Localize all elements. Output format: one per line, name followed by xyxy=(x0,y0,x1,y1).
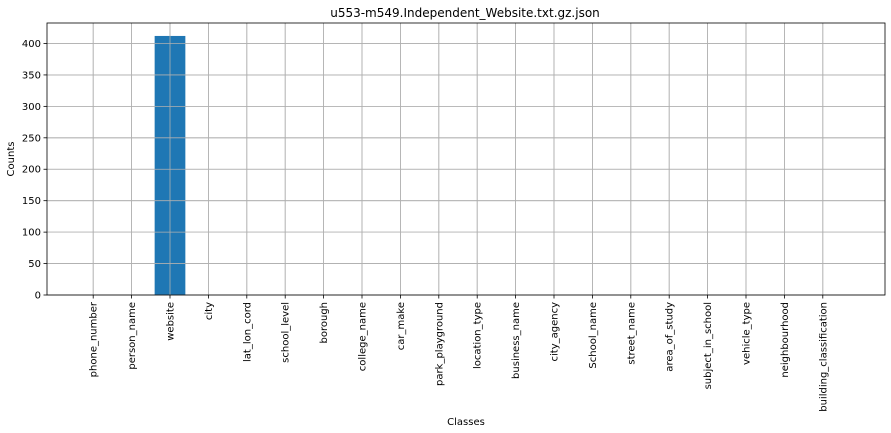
x-axis: phone_number person_name website city lat_lo… xyxy=(89,295,829,412)
x-tick-label: area_of_study xyxy=(665,302,676,372)
x-tick-label: location_type xyxy=(473,302,484,369)
x-tick-label: person_name xyxy=(127,302,138,370)
x-tick-label: subject_in_school xyxy=(703,302,714,389)
x-tick-label: car_make xyxy=(396,302,407,350)
y-tick-label: 400 xyxy=(22,39,41,50)
x-tick-label: vehicle_type xyxy=(742,302,753,365)
x-tick-label: building_classification xyxy=(818,302,829,412)
y-tick-label: 100 xyxy=(22,228,41,239)
grid-overlay xyxy=(47,23,885,296)
x-tick-label: School_name xyxy=(588,302,599,369)
y-tick-label: 0 xyxy=(35,291,41,302)
x-tick-label: street_name xyxy=(626,302,637,365)
x-tick-label: lat_lon_cord xyxy=(242,302,253,362)
x-tick-label: website xyxy=(166,302,177,341)
x-tick-label: college_name xyxy=(358,302,369,371)
y-tick-label: 150 xyxy=(22,196,41,207)
y-tick-label: 200 xyxy=(22,165,41,176)
x-tick-label: neighbourhood xyxy=(780,302,791,378)
x-axis-label: Classes xyxy=(447,417,485,428)
x-tick-label: business_name xyxy=(511,302,522,379)
chart-title: u553-m549.Independent_Website.txt.gz.jso… xyxy=(330,6,600,20)
plot-frame xyxy=(46,22,886,296)
y-tick-label: 350 xyxy=(22,70,41,81)
x-tick-label: city xyxy=(204,302,215,320)
y-axis: 0 50 100 150 200 250 300 350 400 xyxy=(22,39,47,302)
x-tick-label: park_playground xyxy=(434,302,445,386)
y-axis-label: Counts xyxy=(6,142,17,177)
x-tick-label: borough xyxy=(319,302,330,344)
x-tick-label: school_level xyxy=(281,302,292,363)
y-tick-label: 250 xyxy=(22,133,41,144)
x-tick-label: city_agency xyxy=(550,302,561,362)
x-tick-label: phone_number xyxy=(89,301,100,377)
y-tick-label: 50 xyxy=(28,259,41,270)
y-tick-label: 300 xyxy=(22,102,41,113)
